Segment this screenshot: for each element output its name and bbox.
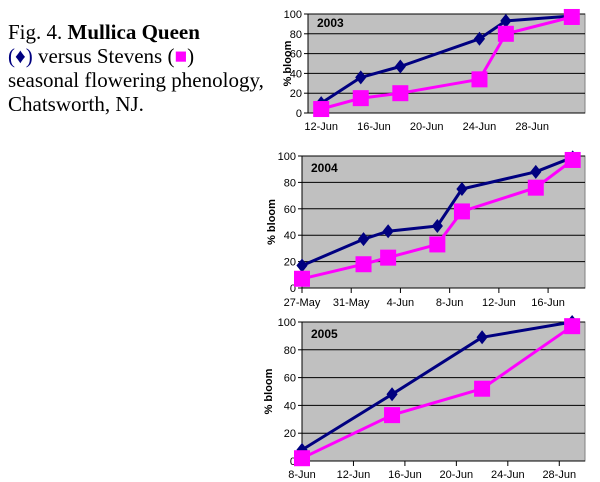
caption-rest: ) seasonal flowering phenology, Chatswor… (8, 44, 264, 116)
data-point-diamond (530, 164, 542, 179)
x-tick-label: 28-Jun (542, 469, 576, 481)
data-point-square (474, 380, 491, 397)
data-point-diamond (355, 70, 367, 85)
data-point-square (352, 90, 369, 107)
y-tick-label: 100 (284, 9, 302, 21)
caption-marker-a: (♦) (8, 44, 33, 68)
y-tick-label: 60 (290, 49, 302, 61)
caption-marker-b: ■ (174, 44, 188, 68)
data-point-square (471, 71, 488, 88)
data-point-square (527, 179, 544, 196)
chart-2005: 0 20 40 60 80 100 8-Jun 12-Jun 16-Jun 20-Jun 24-Ju… (263, 315, 586, 481)
data-point-diamond (431, 218, 443, 233)
y-axis-label: % bloom (282, 40, 294, 86)
x-tick-label: 8-Jun (436, 297, 464, 309)
x-tick-label: 20-Jun (440, 469, 474, 481)
y-tick-label: 0 (290, 283, 296, 295)
x-tick-label: 20-Jun (410, 121, 444, 133)
data-point-square (294, 270, 310, 287)
x-tick-label: 31-May (333, 297, 370, 309)
y-tick-label: 100 (278, 151, 296, 163)
plot-area (301, 321, 586, 462)
chart-title: 2003 (317, 16, 344, 30)
data-point-square (429, 236, 446, 253)
data-point-diamond (296, 258, 308, 273)
x-tick-label: 24-Jun (463, 121, 497, 133)
data-point-diamond (357, 232, 370, 247)
y-tick-label: 40 (284, 230, 296, 242)
x-tick-label: 16-Jun (531, 297, 565, 309)
caption-versus: versus Stevens ( (32, 44, 175, 68)
y-tick-label: 20 (284, 428, 296, 440)
y-tick-label: 80 (284, 345, 296, 357)
caption-fig-label: Fig. 4. (8, 20, 68, 44)
data-point-diamond (382, 224, 394, 239)
data-point-square (355, 256, 372, 273)
series-line-diamond (320, 14, 572, 105)
x-tick-label: 12-Jun (304, 121, 338, 133)
x-tick-label: 24-Jun (491, 469, 525, 481)
series-line-diamond (301, 320, 573, 452)
y-tick-label: 40 (284, 400, 296, 412)
x-tick-label: 28-Jun (515, 121, 549, 133)
plot-area (301, 155, 586, 289)
data-point-square (294, 450, 310, 467)
data-point-square (392, 85, 409, 102)
chart-2004: 0 20 40 60 80 100 27-May 31-May 4-Jun 8-Jun 12-Jun… (266, 150, 586, 309)
y-tick-label: 60 (284, 204, 296, 216)
y-tick-label: 80 (284, 177, 296, 189)
y-tick-label: 20 (290, 88, 302, 100)
x-tick-label: 12-Jun (337, 469, 371, 481)
data-point-diamond (500, 13, 512, 28)
data-point-square (564, 318, 581, 335)
data-point-diamond (473, 31, 486, 46)
data-point-diamond (394, 59, 406, 74)
y-tick-label: 100 (278, 317, 296, 329)
x-tick-label: 8-Jun (288, 469, 316, 481)
x-tick-label: 4-Jun (387, 297, 415, 309)
chart-2003: 0 20 40 60 80 100 12-Jun 16-Jun 20-Jun 24-Jun 28-J… (282, 8, 586, 133)
data-point-square (497, 25, 514, 42)
data-point-square (453, 203, 470, 220)
caption-variety-a: Mullica Queen (67, 20, 200, 44)
chart-title: 2004 (311, 161, 338, 175)
y-tick-label: 40 (290, 68, 302, 80)
y-axis-label: % bloom (266, 199, 278, 245)
x-tick-label: 27-May (284, 297, 321, 309)
y-tick-label: 80 (290, 29, 302, 41)
plot-area (307, 13, 586, 114)
y-tick-label: 20 (284, 257, 296, 269)
data-point-square (380, 249, 397, 266)
x-tick-label: 12-Jun (482, 297, 516, 309)
chart-title: 2005 (311, 327, 338, 341)
data-point-square (564, 151, 581, 168)
data-point-diamond (456, 182, 468, 196)
data-point-square (384, 407, 401, 424)
x-tick-label: 16-Jun (388, 469, 422, 481)
y-tick-label: 0 (290, 456, 296, 468)
series-line-square (301, 324, 573, 460)
data-point-diamond (476, 330, 488, 345)
data-point-diamond (386, 387, 398, 402)
data-point-square (563, 8, 580, 25)
y-tick-label: 60 (284, 373, 296, 385)
data-point-square (313, 101, 330, 118)
figure-caption: Fig. 4. Mullica Queen (♦) versus Stevens… (8, 20, 270, 116)
x-tick-label: 16-Jun (357, 121, 391, 133)
y-tick-label: 0 (296, 108, 302, 120)
y-axis-label: % bloom (263, 368, 275, 414)
